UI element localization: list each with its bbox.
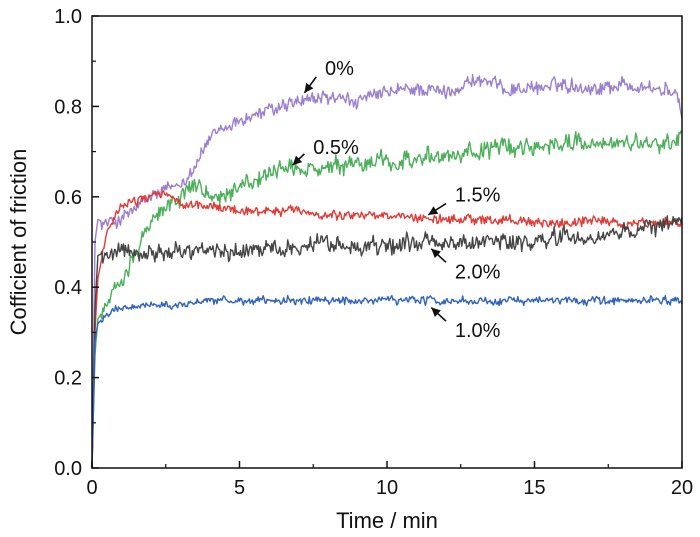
y-axis-title: Cofficient of friction (6, 149, 31, 336)
annotation-label: 1.5% (455, 185, 501, 207)
annotation-label: 0.5% (313, 137, 359, 159)
annotation-layer: 0% 0.5% 1.5% 2.0% 1.0% (292, 58, 501, 342)
x-tick-label: 0 (86, 477, 97, 499)
annotation-arrow-head (431, 248, 441, 259)
series-layer (91, 73, 683, 469)
annotation-arrow-head (304, 82, 314, 93)
y-axis: 0.0 0.2 0.4 0.6 0.8 1.0 (54, 6, 99, 480)
y-tick-label: 0.0 (54, 458, 82, 480)
series-line (91, 189, 683, 469)
y-tick-label: 0.6 (54, 187, 82, 209)
annotation-arrow-head (292, 155, 303, 166)
annotation-arrow-head (431, 307, 441, 317)
x-tick-label: 10 (376, 477, 398, 499)
x-axis: 0 5 10 15 20 (86, 461, 693, 499)
series-line (91, 294, 683, 469)
series-line (91, 73, 683, 469)
x-tick-label: 20 (671, 477, 693, 499)
y-tick-label: 0.4 (54, 277, 82, 299)
y-tick-label: 1.0 (54, 6, 82, 28)
series-line (91, 215, 683, 469)
annotation-label: 1.0% (455, 320, 501, 342)
y-tick-label: 0.8 (54, 96, 82, 118)
x-axis-title: Time / min (336, 508, 438, 533)
series-line (91, 130, 683, 469)
y-tick-label: 0.2 (54, 368, 82, 390)
annotation-label: 0% (325, 58, 354, 80)
annotation-label: 2.0% (455, 261, 501, 283)
annotation-arrow-head (428, 206, 439, 215)
x-tick-label: 15 (523, 477, 545, 499)
x-tick-label: 5 (234, 477, 245, 499)
